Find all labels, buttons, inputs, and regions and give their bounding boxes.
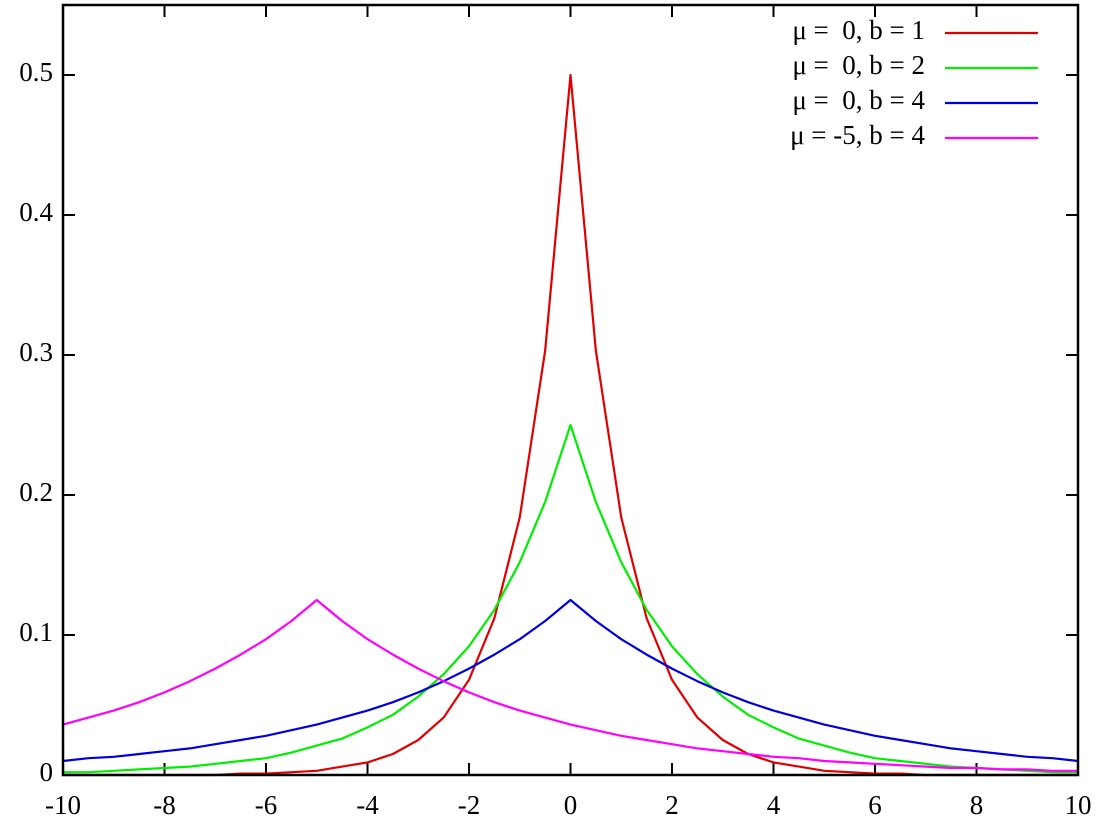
x-tick-label: -6 <box>255 790 278 820</box>
x-tick-label: 10 <box>1065 790 1092 820</box>
legend-label: μ = 0, b = 4 <box>792 85 925 115</box>
series-line <box>63 423 1078 774</box>
x-tick-label: -8 <box>153 790 176 820</box>
x-tick-label: -2 <box>458 790 481 820</box>
y-tick-label: 0 <box>40 757 54 787</box>
x-tick-label: 8 <box>970 790 984 820</box>
y-tick-label: 0.2 <box>19 477 53 507</box>
x-tick-label: 2 <box>665 790 679 820</box>
legend-label: μ = 0, b = 1 <box>792 15 925 45</box>
x-tick-label: -4 <box>356 790 379 820</box>
y-tick-label: 0.1 <box>19 617 53 647</box>
plot-frame <box>61 3 1080 777</box>
y-tick-label: 0.3 <box>19 337 53 367</box>
x-tick-label: 4 <box>767 790 781 820</box>
legend-label: μ = 0, b = 2 <box>792 50 925 80</box>
series-line <box>62 598 1078 772</box>
x-tick-label: 0 <box>564 790 578 820</box>
y-tick-label: 0.5 <box>19 57 53 87</box>
x-tick-label: 6 <box>868 790 882 820</box>
y-tick-label: 0.4 <box>19 197 53 227</box>
series-line <box>62 598 1079 763</box>
x-tick-label: -10 <box>45 790 81 820</box>
legend-label: μ = -5, b = 4 <box>790 120 925 150</box>
